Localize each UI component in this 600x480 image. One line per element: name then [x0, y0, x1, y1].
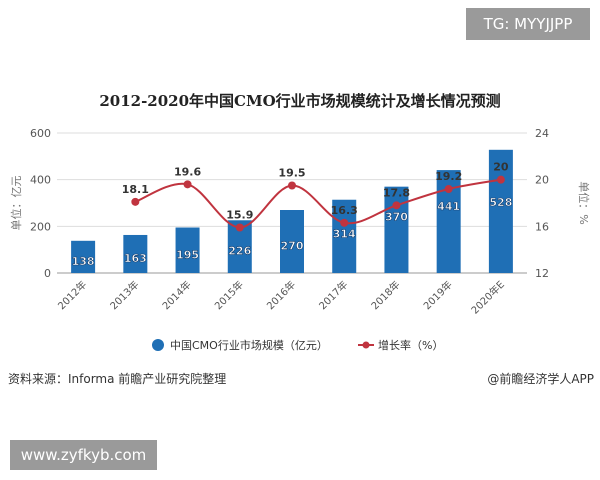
watermark-top: TG: MYYJJPP	[466, 8, 590, 40]
legend-bar-label: 中国CMO行业市场规模（亿元）	[170, 338, 328, 352]
growth-point	[340, 218, 349, 227]
growth-value-label: 16.3	[331, 204, 358, 217]
x-tick-label: 2016年	[264, 278, 298, 312]
y-axis-label: 单位：亿元	[9, 176, 23, 231]
bar	[175, 227, 200, 273]
growth-point	[235, 223, 244, 232]
bar-value-label: 270	[281, 240, 304, 253]
legend-line-label: 增长率（%）	[378, 338, 443, 352]
growth-line	[134, 178, 502, 229]
bar-value-label: 226	[228, 245, 251, 258]
bar-value-label: 370	[385, 211, 408, 224]
y-right-axis-label: 单位：%	[577, 181, 591, 224]
growth-value-label: 17.8	[383, 186, 410, 199]
x-tick-label: 2013年	[107, 278, 141, 312]
x-tick-label: 2018年	[368, 278, 402, 312]
y-right-tick-label: 12	[535, 267, 549, 280]
growth-value-label: 18.1	[122, 183, 149, 196]
growth-value-label: 20	[493, 161, 509, 174]
bar-value-label: 314	[333, 228, 356, 241]
growth-point	[131, 197, 140, 206]
bar-value-label: 163	[124, 252, 147, 265]
y-right-tick-label: 16	[535, 220, 549, 233]
bar	[488, 149, 513, 273]
x-tick-label: 2017年	[316, 278, 350, 312]
bar	[384, 186, 409, 273]
growth-value-label: 19.5	[278, 167, 305, 180]
growth-point	[183, 180, 192, 189]
bar-value-label: 528	[489, 196, 512, 209]
growth-point	[496, 175, 505, 184]
bar	[332, 199, 357, 273]
credit-note: @前瞻经济学人APP	[487, 372, 594, 386]
y-right-tick-label: 20	[535, 174, 549, 187]
bar	[280, 210, 304, 273]
growth-value-label: 19.6	[174, 165, 201, 178]
growth-point	[444, 185, 453, 193]
bar-value-label: 138	[72, 255, 95, 268]
y-right-tick-label: 24	[535, 127, 549, 140]
growth-point	[392, 201, 401, 210]
y-tick-label: 600	[30, 127, 51, 140]
y-tick-label: 0	[44, 267, 51, 280]
growth-value-label: 15.9	[226, 209, 253, 222]
x-tick-label: 2019年	[421, 278, 455, 312]
growth-value-label: 19.2	[435, 170, 462, 183]
bar-value-label: 195	[176, 248, 199, 261]
growth-point	[288, 181, 296, 190]
legend-bar-swatch	[152, 339, 164, 351]
watermark-bottom: www.zyfkyb.com	[10, 440, 157, 470]
y-tick-label: 400	[30, 174, 51, 187]
source-note: 资料来源：Informa 前瞻产业研究院整理	[8, 372, 227, 386]
y-tick-label: 200	[30, 220, 51, 233]
bar	[123, 234, 148, 273]
chart-title: 2012-2020年中国CMO行业市场规模统计及增长情况预测	[99, 92, 501, 110]
bar	[71, 240, 96, 273]
legend-line-marker	[362, 341, 370, 349]
x-tick-label: 2020年E	[468, 278, 507, 317]
x-tick-label: 2014年	[159, 278, 193, 312]
bar-value-label: 441	[437, 200, 460, 213]
x-tick-label: 2012年	[55, 278, 89, 312]
x-tick-label: 2015年	[212, 278, 246, 312]
